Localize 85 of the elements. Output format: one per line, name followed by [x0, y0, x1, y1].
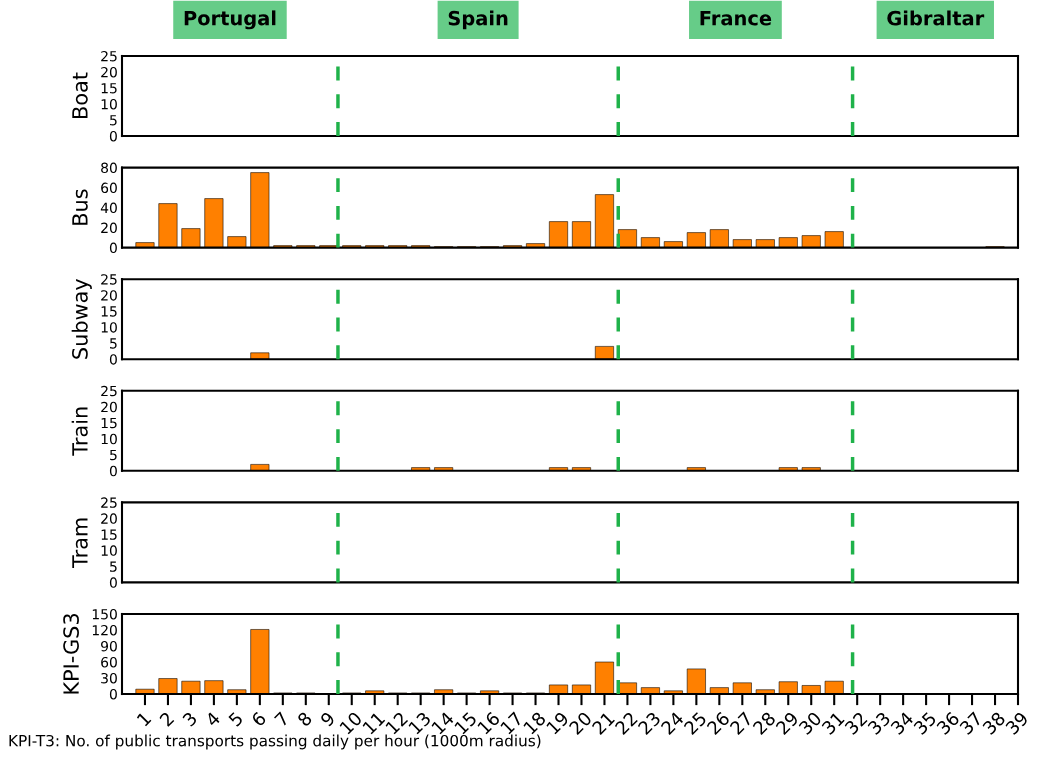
x-tick-label: 12: [385, 711, 409, 735]
x-tick-label: 37: [958, 711, 983, 736]
y-tick-label: 40: [100, 202, 117, 214]
y-tick-label: 5: [110, 561, 117, 572]
text: France: [700, 11, 772, 26]
y-tick-label: 5: [110, 115, 117, 126]
y-tick-label: 20: [101, 222, 117, 234]
y-tick-label: 120: [92, 624, 117, 636]
x-tick-label: 14: [431, 711, 455, 735]
x-tick-label: 38: [981, 711, 1006, 736]
y-tick-label: 25: [101, 274, 117, 285]
x-tick-label: 39: [1004, 711, 1029, 736]
text: Spain: [448, 10, 508, 30]
x-tick-label: 19: [545, 711, 570, 735]
x-tick-label: 17: [500, 711, 524, 735]
x-tick-label: 11: [362, 711, 386, 735]
y-tick-label: 10: [101, 545, 117, 556]
x-tick-label: 24: [660, 710, 685, 735]
x-tick-label: 32: [844, 711, 868, 736]
x-tick-label: 20: [568, 711, 593, 736]
y-tick-label: 60: [101, 182, 117, 194]
y-tick-label: 5: [110, 449, 117, 461]
y-axis-title: KPI-GS3: [63, 614, 79, 694]
y-tick-label: 20: [101, 66, 117, 78]
x-tick-label: 9: [319, 711, 336, 728]
x-tick-label: 28: [752, 711, 777, 736]
x-tick-label: 16: [476, 711, 501, 735]
x-tick-label: 30: [798, 711, 823, 736]
y-tick-label: 0: [109, 242, 117, 254]
x-tick-label: 23: [637, 711, 662, 736]
y-tick-label: 0: [109, 354, 117, 365]
y-tick-label: 25: [101, 497, 117, 508]
text: Portugal: [184, 10, 276, 30]
x-tick-label: 7: [274, 711, 290, 727]
x-tick-label: 22: [614, 711, 638, 735]
y-tick-label: 20: [101, 513, 117, 524]
y-tick-label: 150: [92, 608, 117, 620]
text: KPI-T3: No. of public transports passing daily per hour (1000m radius): [9, 734, 541, 750]
y-tick-label: 90: [101, 640, 117, 652]
y-axis-title: Boat: [72, 72, 88, 118]
x-tick-label: 5: [228, 711, 244, 727]
x-tick-label: 13: [407, 711, 432, 735]
x-tick-label: 33: [867, 711, 891, 736]
x-tick-label: 21: [591, 711, 615, 735]
y-tick-label: 10: [101, 433, 117, 445]
y-tick-label: 5: [110, 338, 117, 349]
x-tick-label: 4: [204, 711, 221, 728]
y-tick-label: 0: [109, 130, 117, 142]
x-tick-label: 6: [250, 711, 267, 728]
y-tick-label: 30: [101, 672, 117, 684]
y-tick-label: 15: [101, 306, 117, 317]
y-tick-label: 25: [101, 385, 117, 397]
y-tick-label: 15: [101, 417, 117, 429]
y-tick-label: 0: [109, 465, 117, 477]
y-tick-label: 0: [109, 577, 117, 588]
y-tick-label: 0: [109, 688, 117, 700]
y-tick-label: 60: [101, 656, 117, 668]
x-tick-label: 15: [454, 711, 478, 735]
y-tick-label: 80: [101, 162, 117, 174]
x-tick-label: 26: [706, 711, 731, 736]
x-tick-label: 25: [683, 711, 708, 736]
x-tick-label: 27: [729, 711, 753, 735]
y-axis-title: Train: [71, 407, 88, 456]
y-axis-title: Subway: [71, 278, 92, 359]
x-tick-label: 34: [890, 710, 915, 736]
x-tick-label: 1: [136, 711, 152, 727]
y-axis-title: Bus: [72, 189, 88, 225]
x-tick-label: 18: [522, 711, 547, 735]
y-tick-label: 20: [101, 401, 117, 413]
y-axis-title: Tram: [72, 518, 88, 569]
y-tick-label: 25: [101, 50, 117, 62]
x-tick-label: 2: [158, 711, 175, 727]
x-tick-label: 31: [821, 711, 845, 736]
text: Gibraltar: [887, 10, 985, 26]
x-tick-label: 36: [935, 711, 961, 736]
y-tick-label: 10: [101, 322, 117, 333]
y-tick-label: 15: [101, 83, 117, 94]
x-tick-label: 10: [339, 711, 363, 735]
y-tick-label: 20: [101, 290, 117, 301]
x-tick-label: 29: [775, 711, 800, 736]
x-tick-label: 3: [181, 711, 198, 727]
y-tick-label: 15: [101, 529, 117, 540]
y-tick-label: 10: [101, 98, 117, 110]
x-tick-label: 8: [296, 711, 313, 728]
x-tick-label: 35: [913, 711, 937, 736]
